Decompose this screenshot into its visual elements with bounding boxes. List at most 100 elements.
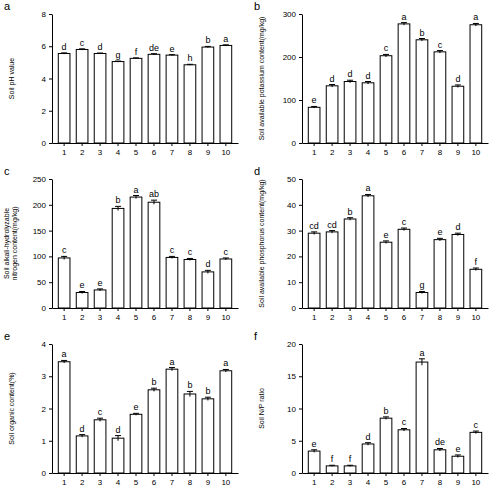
y-axis: 05101520 [287,340,302,478]
y-tick-mark [49,143,52,144]
x-tick: 1 [312,143,317,157]
y-tick-mark [299,344,302,345]
y-axis-label-line: nitrogen content(mg/kg) [11,207,19,281]
significance-letter: e [312,95,317,105]
significance-letter: b [151,377,156,387]
x-tick-label: 1 [62,313,67,322]
significance-letter: c [62,245,67,255]
error-bar-cap [437,50,443,51]
error-bar [365,443,371,446]
x-tick-label: 3 [98,313,103,322]
error-bar-cap [329,84,335,85]
x-tick-mark [136,473,137,476]
x-tick-label: 1 [312,148,317,157]
error-bar-cap [79,48,85,49]
bar [148,202,160,308]
x-tick-label: 9 [206,478,211,487]
error-bar-cap [169,256,175,257]
x-tick: 6 [152,473,157,487]
figure: aSoil pH valuedcdgfdeehba123456789100246… [0,0,500,496]
x-tick: 5 [384,473,389,487]
bar [344,219,356,308]
x-tick: 1 [62,308,67,322]
error-bar-stem [118,436,119,441]
significance-letter: d [330,74,335,84]
x-tick: 7 [170,308,175,322]
y-tick-mark [49,441,52,442]
x-tick: 10 [221,473,230,487]
x-tick-label: 7 [170,148,175,157]
x-tick-label: 2 [80,478,85,487]
x-tick-label: 6 [402,478,407,487]
x-tick: 6 [152,143,157,157]
y-tick-label: 1 [42,437,47,446]
error-bar-cap [347,217,353,218]
y-axis: 050100150200250 [33,175,53,313]
error-bar-cap [383,54,389,55]
y-axis-label: Soil available potassium content(mg/kg) [258,17,266,141]
bar [326,232,338,308]
significance-letter: d [348,69,353,79]
x-tick-mark [457,308,458,311]
error-bar-cap [61,256,67,257]
plot-area [58,360,231,473]
error-bar-cap [169,54,175,55]
x-axis: 12345678910 [303,308,489,322]
plot-area [308,194,481,308]
y-tick: 15 [287,372,302,381]
y-tick: 6 [42,42,52,51]
error-bar [455,455,461,458]
significance-letter: c [98,407,103,417]
y-tick: 30 [287,227,302,236]
significance-letter: c [402,417,407,427]
x-tick-label: 8 [438,478,443,487]
y-tick-label: 0 [42,304,47,313]
x-tick-mark [153,143,154,146]
x-tick-label: 4 [116,313,121,322]
y-tick: 1 [42,437,52,446]
x-tick: 5 [384,308,389,322]
y-axis-label: Soil organic content(%) [8,372,16,444]
significance-letter: b [348,207,353,217]
error-bar [329,85,335,88]
significance-letter: c [402,217,407,227]
x-axis-line [303,143,489,144]
y-tick-mark [49,14,52,15]
error-bar [401,428,407,431]
significance-letter: b [205,386,210,396]
y-tick-label: 8 [42,10,47,19]
y-axis-label: Soil pH value [8,58,16,99]
x-tick: 6 [402,473,407,487]
error-bar [455,85,461,88]
error-bar [311,232,317,235]
bar [76,49,88,143]
bar [362,83,374,143]
bar [398,430,410,473]
x-tick-mark [225,143,226,146]
x-tick-mark [350,143,351,146]
x-tick-label: 6 [152,313,157,322]
error-bar-cap [347,80,353,81]
error-bar [365,194,371,197]
error-bar-cap [151,388,157,389]
error-bar-cap [133,413,139,414]
x-tick: 3 [348,143,353,157]
bar [220,45,232,143]
x-tick-mark [368,473,369,476]
y-tick: 0 [292,139,302,148]
x-tick-label: 5 [134,148,139,157]
bar [362,444,374,473]
y-tick: 250 [33,175,52,184]
x-tick-mark [368,143,369,146]
significance-letter: de [149,43,159,53]
bar [308,451,320,473]
error-bar-cap [187,64,193,65]
x-tick-mark [64,473,65,476]
bar [380,418,392,473]
error-bar-cap [473,23,479,24]
bar [112,208,124,308]
significance-letter: b [116,195,121,205]
y-axis-label: Soil N/P ratio [258,388,265,429]
significance-letter: d [455,74,460,84]
error-bar [97,418,103,421]
